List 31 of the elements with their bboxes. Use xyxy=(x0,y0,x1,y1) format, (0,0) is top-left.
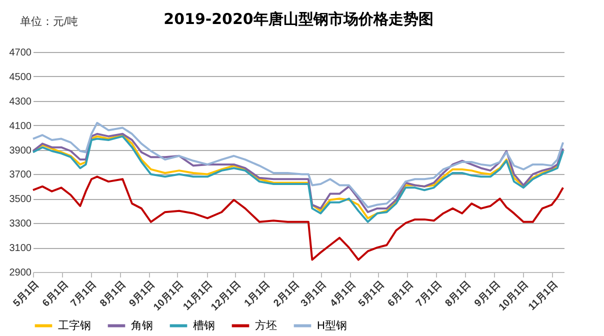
y-tick-label: 4500 xyxy=(9,72,32,83)
line-series xyxy=(32,122,564,208)
legend-label: 工字钢 xyxy=(58,318,91,332)
x-tick-label: 3月1日 xyxy=(299,280,329,310)
y-tick-label: 3100 xyxy=(9,243,32,254)
x-tick-label: 8月1日 xyxy=(443,280,474,310)
y-tick-label: 3500 xyxy=(9,194,32,206)
text: 单位：元/吨 xyxy=(20,15,78,29)
legend-label: H型钢 xyxy=(317,320,347,332)
x-tick-label: 7月1日 xyxy=(414,280,444,310)
x-tick-label: 4月1日 xyxy=(328,280,358,310)
y-tick-label: 4100 xyxy=(9,120,32,132)
x-tick-label: 8月1日 xyxy=(98,280,128,310)
x-tick-label: 5月1日 xyxy=(356,280,386,310)
legend-label: 槽钢 xyxy=(193,320,215,332)
y-tick-label: 4300 xyxy=(9,96,32,108)
y-tick-label: 2900 xyxy=(9,268,32,278)
y-tick-label: 3300 xyxy=(9,218,32,230)
legend-label: 角钢 xyxy=(131,320,153,332)
chart-title: 2019-2020年唐山型钢市场价格走势图 xyxy=(164,10,434,28)
x-tick-label: 6月1日 xyxy=(40,280,71,310)
x-tick-label: 5月1日 xyxy=(11,280,42,310)
x-tick-label: 6月1日 xyxy=(386,280,416,310)
legend-label: 方坯 xyxy=(255,318,277,332)
line-series xyxy=(32,176,564,261)
x-tick-label: 7月1日 xyxy=(69,280,99,310)
y-tick-label: 3900 xyxy=(9,145,32,156)
x-tick-label: 1月1日 xyxy=(242,280,272,310)
y-tick-label: 4700 xyxy=(9,48,32,58)
y-tick-label: 3700 xyxy=(9,170,32,181)
x-tick-label: 2月1日 xyxy=(272,280,302,310)
